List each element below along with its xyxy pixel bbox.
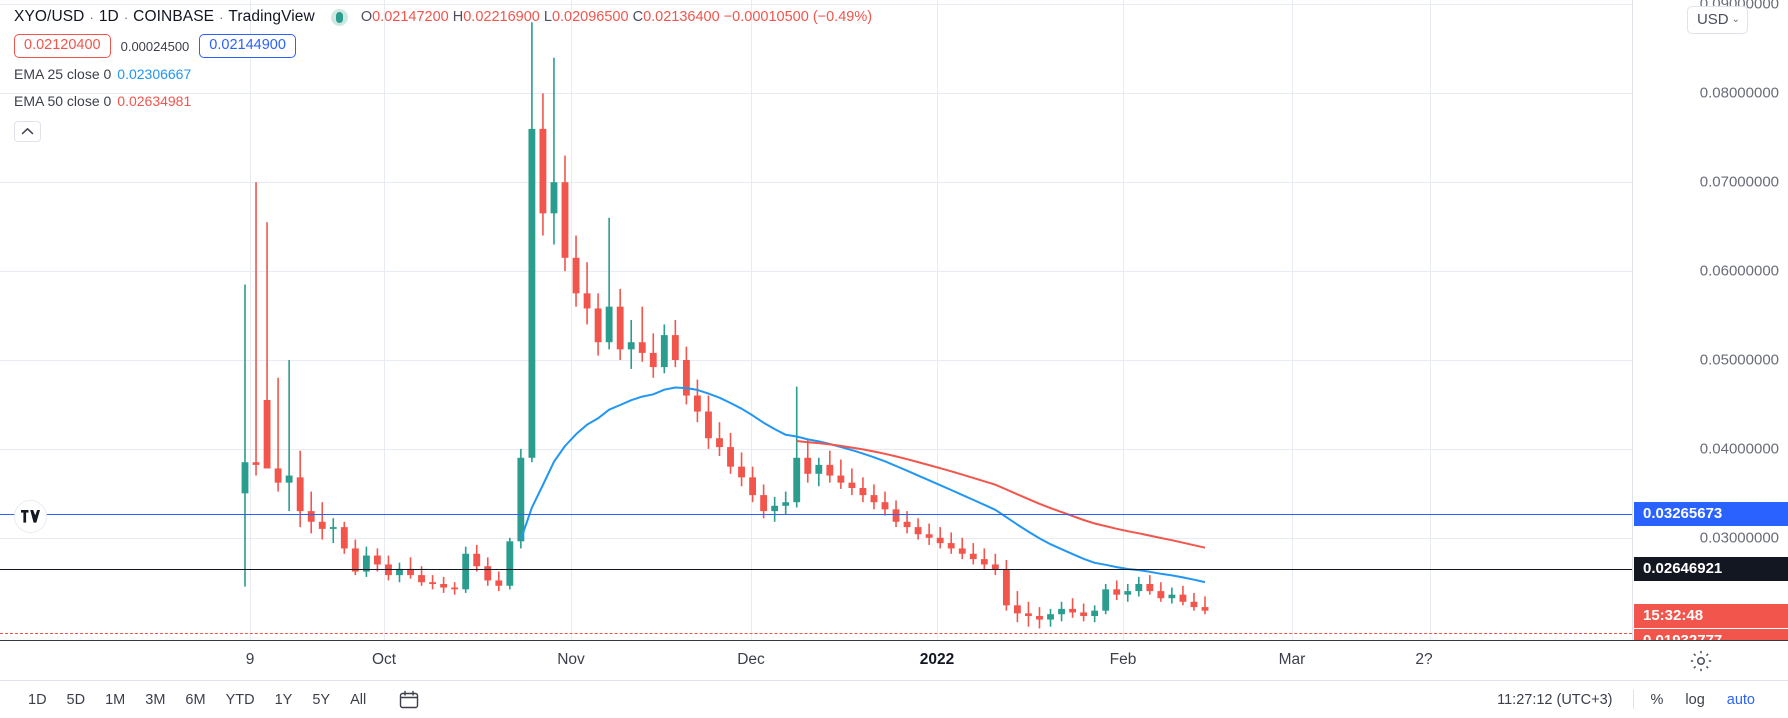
timeframe-button-6m[interactable]: 6M (175, 688, 215, 712)
hgridline (0, 271, 1632, 273)
price-tick-label: 0.08000000 (1699, 84, 1779, 102)
timeframe-group: 1D 5D 1M 3M 6M YTD 1Y 5Y All (0, 688, 376, 712)
price-badge-red[interactable]: 0.01932777 (1634, 628, 1788, 640)
price-tick-label: 0.04000000 (1699, 440, 1779, 458)
vgridline (250, 0, 251, 640)
countdown-badge[interactable]: 15:32:48 (1634, 603, 1788, 628)
ema50-value: 0.02634981 (117, 93, 192, 109)
chart-pane[interactable]: XYO/USD · 1D · COINBASE · TradingView O0… (0, 0, 1632, 640)
price-axis[interactable]: 0.090000000.080000000.070000000.06000000… (1632, 0, 1788, 640)
ohlc-values: O0.02147200 H0.02216900 L0.02096500 C0.0… (361, 9, 872, 25)
open-value: 0.02147200 (372, 9, 449, 25)
bid-badge[interactable]: 0.02120400 (14, 34, 111, 58)
timeframe-button-5d[interactable]: 5D (57, 688, 96, 712)
timeframe-button-all[interactable]: All (340, 688, 376, 712)
chevron-down-icon: ⌄ (1731, 14, 1740, 25)
ema25-label: EMA 25 close 0 (14, 66, 112, 82)
market-status-dot-icon[interactable] (330, 8, 348, 26)
bottom-toolbar: 1D 5D 1M 3M 6M YTD 1Y 5Y All 11:27:12 (UTC+3) % … (0, 680, 1788, 718)
legend-separator-1: · (89, 9, 94, 25)
high-value: 0.02216900 (463, 9, 540, 25)
time-tick-label: 2? (1415, 651, 1433, 668)
vgridline (384, 0, 385, 640)
clock-label: 11:27:12 (UTC+3) (1497, 691, 1613, 708)
spread-value: 0.00024500 (120, 38, 190, 54)
price-line[interactable] (0, 514, 1632, 516)
low-value: 0.02096500 (551, 9, 629, 25)
ask-badge[interactable]: 0.02144900 (199, 34, 296, 58)
price-line[interactable] (0, 632, 1632, 634)
vgridline (751, 0, 752, 640)
ema25-value: 0.02306667 (117, 66, 192, 82)
timeframe-button-1y[interactable]: 1Y (265, 688, 303, 712)
close-value: 0.02136400 (643, 9, 720, 25)
indicator-row-ema50[interactable]: EMA 50 close 0 0.02634981 (14, 93, 872, 112)
timeframe-button-ytd[interactable]: YTD (216, 688, 265, 712)
tradingview-logo[interactable] (14, 500, 47, 533)
time-tick-label: 9 (245, 651, 255, 668)
time-tick-label: Oct (371, 651, 397, 668)
vgridline (1430, 0, 1431, 640)
time-tick-label: Mar (1278, 651, 1306, 668)
symbol-name[interactable]: XYO/USD (14, 8, 85, 25)
low-label: L (543, 9, 552, 25)
vgridline (571, 0, 572, 640)
timeframe-button-5y[interactable]: 5Y (302, 688, 340, 712)
timeframe-button-1m[interactable]: 1M (95, 688, 135, 712)
price-tick-label: 0.07000000 (1699, 173, 1779, 191)
timeframe-button-3m[interactable]: 3M (135, 688, 175, 712)
vgridline (937, 0, 938, 640)
price-line[interactable] (0, 569, 1632, 571)
time-tick-label: Nov (557, 651, 585, 668)
legend-separator-2: · (123, 9, 129, 25)
time-axis[interactable]: 9 Oct Nov Dec 2022 Feb Mar 2? (0, 640, 1788, 680)
gear-icon[interactable] (1688, 648, 1714, 674)
exchange-label[interactable]: COINBASE (133, 8, 215, 25)
price-tick-label: 0.06000000 (1699, 262, 1779, 280)
log-scale-button[interactable]: log (1685, 691, 1705, 708)
interval-label[interactable]: 1D (98, 8, 119, 25)
time-tick-label: 2022 (919, 651, 955, 668)
chart-legend: XYO/USD · 1D · COINBASE · TradingView O0… (14, 6, 872, 142)
price-tick-label: 0.03000000 (1699, 529, 1779, 547)
indicator-row-ema25[interactable]: EMA 25 close 0 0.02306667 (14, 66, 872, 85)
price-badge-blue[interactable]: 0.03265673 (1634, 502, 1788, 527)
hgridline (0, 448, 1632, 450)
high-label: H (452, 9, 464, 25)
currency-selector-button[interactable]: USD ⌄ (1686, 6, 1748, 34)
ema50-label: EMA 50 close 0 (14, 93, 112, 109)
price-badge-black[interactable]: 0.02646921 (1634, 557, 1788, 582)
quote-badges: 0.02120400 0.00024500 0.02144900 (14, 34, 872, 58)
time-tick-label: Dec (737, 651, 765, 668)
currency-label: USD (1696, 11, 1729, 28)
hgridline (0, 4, 1632, 6)
price-tick-label: 0.05000000 (1699, 351, 1779, 369)
percent-scale-button[interactable]: % (1650, 691, 1664, 708)
hgridline (0, 537, 1632, 539)
bottom-toolbar-right: 11:27:12 (UTC+3) % log auto (1483, 688, 1788, 712)
legend-title-row: XYO/USD · 1D · COINBASE · TradingView O0… (14, 6, 872, 28)
chevron-up-icon[interactable] (14, 121, 41, 142)
timeframe-button-1d[interactable]: 1D (18, 688, 57, 712)
change-value: −0.00010500 (−0.49%) (723, 9, 873, 25)
hgridline (0, 93, 1632, 95)
hgridline (0, 360, 1632, 361)
auto-scale-button[interactable]: auto (1726, 691, 1755, 708)
legend-separator-3: · (219, 9, 224, 25)
close-label: C (632, 9, 644, 25)
hgridline (0, 182, 1632, 184)
time-tick-label: Feb (1109, 651, 1137, 668)
vgridline (1292, 0, 1293, 640)
open-label: O (360, 9, 373, 25)
vgridline (1123, 0, 1124, 640)
provider-label: TradingView (228, 8, 315, 25)
date-range-icon[interactable] (396, 688, 422, 712)
toolbar-divider (1632, 690, 1634, 709)
